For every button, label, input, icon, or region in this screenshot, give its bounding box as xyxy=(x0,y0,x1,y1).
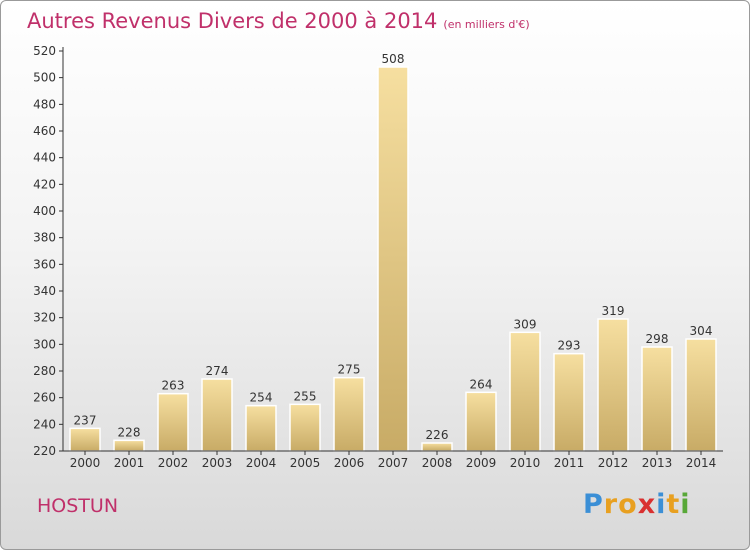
data-label-2002: 263 xyxy=(162,379,185,393)
x-tick-label: 2011 xyxy=(554,456,585,470)
x-tick-label: 2007 xyxy=(378,456,409,470)
bar-2004 xyxy=(245,404,277,452)
data-label-2007: 508 xyxy=(382,52,405,66)
bar-2007 xyxy=(377,66,409,452)
y-tick-label: 460 xyxy=(33,124,56,138)
y-tick-label: 340 xyxy=(33,284,56,298)
bar-2012 xyxy=(597,318,629,452)
y-axis: 220 240 260 280 300 320 340 360 380 400 420 440 460 4… xyxy=(33,44,64,458)
bar-2006 xyxy=(333,376,365,452)
x-axis: 2000 2001 2002 2003 2004 2005 2006 2007 2008 2009… xyxy=(63,450,723,470)
bar-2005 xyxy=(289,403,321,452)
y-tick-label: 520 xyxy=(33,44,56,58)
chart-title: Autres Revenus Divers de 2000 à 2014 (en … xyxy=(27,9,530,33)
x-tick-label: 2000 xyxy=(70,456,101,470)
x-tick-label: 2014 xyxy=(686,456,717,470)
bar-2000 xyxy=(69,427,101,452)
x-tick-label: 2003 xyxy=(202,456,233,470)
bar-2010 xyxy=(509,331,541,452)
x-tick-label: 2010 xyxy=(510,456,541,470)
x-tick-label: 2006 xyxy=(334,456,365,470)
data-label-2006: 275 xyxy=(338,363,361,377)
data-label-2011: 293 xyxy=(558,339,581,353)
logo-letter: P xyxy=(583,489,604,520)
data-label-2003: 274 xyxy=(206,364,229,378)
data-label-2001: 228 xyxy=(118,425,141,439)
logo-letter: i xyxy=(656,489,667,520)
proxiti-logo: Proxiti xyxy=(583,489,691,520)
y-tick-label: 440 xyxy=(33,151,56,165)
y-tick-label: 400 xyxy=(33,204,56,218)
y-tick-label: 380 xyxy=(33,231,56,245)
logo-letter: t xyxy=(666,489,681,520)
place-name: HOSTUN xyxy=(37,495,119,517)
x-tick-label: 2002 xyxy=(158,456,189,470)
logo-letter: o xyxy=(618,489,638,520)
bar-2013 xyxy=(641,346,673,452)
y-tick-label: 280 xyxy=(33,364,56,378)
x-tick-label: 2012 xyxy=(598,456,629,470)
y-tick-label: 320 xyxy=(33,311,56,325)
x-tick-label: 2009 xyxy=(466,456,497,470)
bars-group: 237 228 263 274 254 255 275 508 226 264 309 293 319 2… xyxy=(69,52,717,452)
y-tick-label: 480 xyxy=(33,97,56,111)
y-tick-label: 220 xyxy=(33,444,56,458)
data-label-2005: 255 xyxy=(294,389,317,403)
x-tick-label: 2005 xyxy=(290,456,321,470)
data-label-2009: 264 xyxy=(470,377,493,391)
bar-2014 xyxy=(685,338,717,452)
logo-letter: i xyxy=(680,489,691,520)
bar-2001 xyxy=(113,439,145,452)
y-tick-label: 360 xyxy=(33,257,56,271)
logo-letter: x xyxy=(637,489,657,520)
data-label-2008: 226 xyxy=(426,428,449,442)
data-label-2004: 254 xyxy=(250,391,273,405)
x-tick-label: 2004 xyxy=(246,456,277,470)
chart-title-text: Autres Revenus Divers de 2000 à 2014 xyxy=(27,9,438,33)
data-label-2013: 298 xyxy=(646,332,669,346)
x-tick-label: 2013 xyxy=(642,456,673,470)
y-tick-label: 260 xyxy=(33,391,56,405)
logo-letter: r xyxy=(603,489,619,520)
bar-2008 xyxy=(421,442,453,452)
bar-2009 xyxy=(465,391,497,452)
data-label-2014: 304 xyxy=(690,324,713,338)
data-label-2000: 237 xyxy=(74,413,97,427)
data-label-2010: 309 xyxy=(514,317,537,331)
y-tick-label: 500 xyxy=(33,71,56,85)
bar-2003 xyxy=(201,378,233,452)
bar-2002 xyxy=(157,392,189,452)
y-tick-label: 420 xyxy=(33,177,56,191)
x-tick-label: 2008 xyxy=(422,456,453,470)
y-tick-label: 240 xyxy=(33,417,56,431)
chart-subtitle: (en milliers d'€) xyxy=(443,18,530,31)
x-tick-label: 2001 xyxy=(114,456,145,470)
data-label-2012: 319 xyxy=(602,304,625,318)
y-tick-label: 300 xyxy=(33,337,56,351)
bar-2011 xyxy=(553,352,585,452)
